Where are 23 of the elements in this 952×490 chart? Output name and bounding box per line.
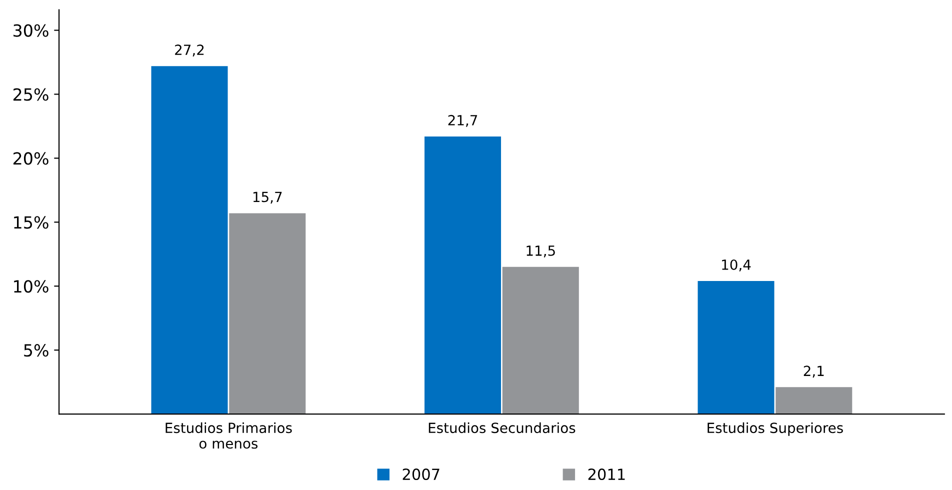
data-label: 21,7: [448, 114, 478, 127]
y-tick-label: 10%: [14, 280, 48, 293]
bar: [698, 281, 774, 414]
legend-label: 2007: [402, 468, 440, 480]
y-tick-label: 15%: [14, 216, 48, 229]
bar: [502, 266, 579, 414]
data-label: 27,2: [175, 44, 204, 56]
x-tick-label: Estudios Superiores: [708, 422, 843, 436]
y-tick-label: 5%: [24, 344, 48, 357]
data-label: 10,4: [722, 259, 751, 272]
bar: [776, 387, 852, 414]
data-label: 15,7: [253, 192, 282, 204]
bar: [229, 213, 306, 414]
bar: [424, 136, 502, 414]
x-tick-label: Estudios Primarios o menos: [166, 422, 292, 449]
x-tick-label: Estudios Secundarios: [428, 422, 576, 434]
y-tick-label: 30%: [14, 24, 48, 37]
legend-label: 2011: [588, 468, 625, 480]
data-label: 11,5: [526, 246, 555, 258]
bar: [151, 66, 228, 414]
y-tick-label: 25%: [13, 88, 48, 101]
data-label: 2,1: [804, 366, 824, 378]
y-tick-label: 20%: [13, 152, 48, 165]
